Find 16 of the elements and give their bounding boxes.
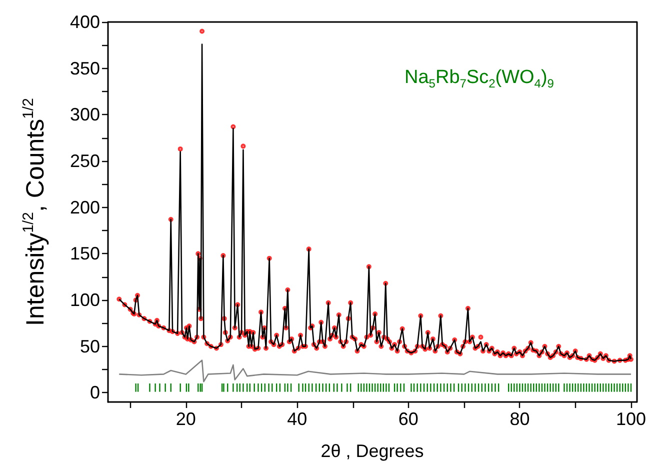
x-tick-label: 60 (398, 409, 418, 429)
y-tick-label: 0 (90, 382, 100, 403)
y-tick-label: 400 (70, 12, 100, 32)
y-tick-label: 200 (70, 197, 100, 218)
x-tick-label: 100 (616, 409, 646, 429)
y-tick-label: 50 (80, 336, 100, 356)
y-tick-label: 350 (70, 58, 100, 78)
x-tick-label: 20 (176, 409, 196, 429)
y-tick-label: 250 (70, 151, 100, 172)
y-tick-label: 100 (70, 290, 100, 310)
y-axis-title: Intensity1/2, Counts1/2 (20, 98, 50, 326)
x-tick-label: 40 (287, 409, 308, 429)
y-tick-label: 300 (70, 104, 100, 125)
x-tick-label: 80 (510, 409, 530, 429)
x-axis-title: 2θ , Degrees (320, 441, 424, 461)
y-tick-label: 150 (70, 244, 100, 264)
